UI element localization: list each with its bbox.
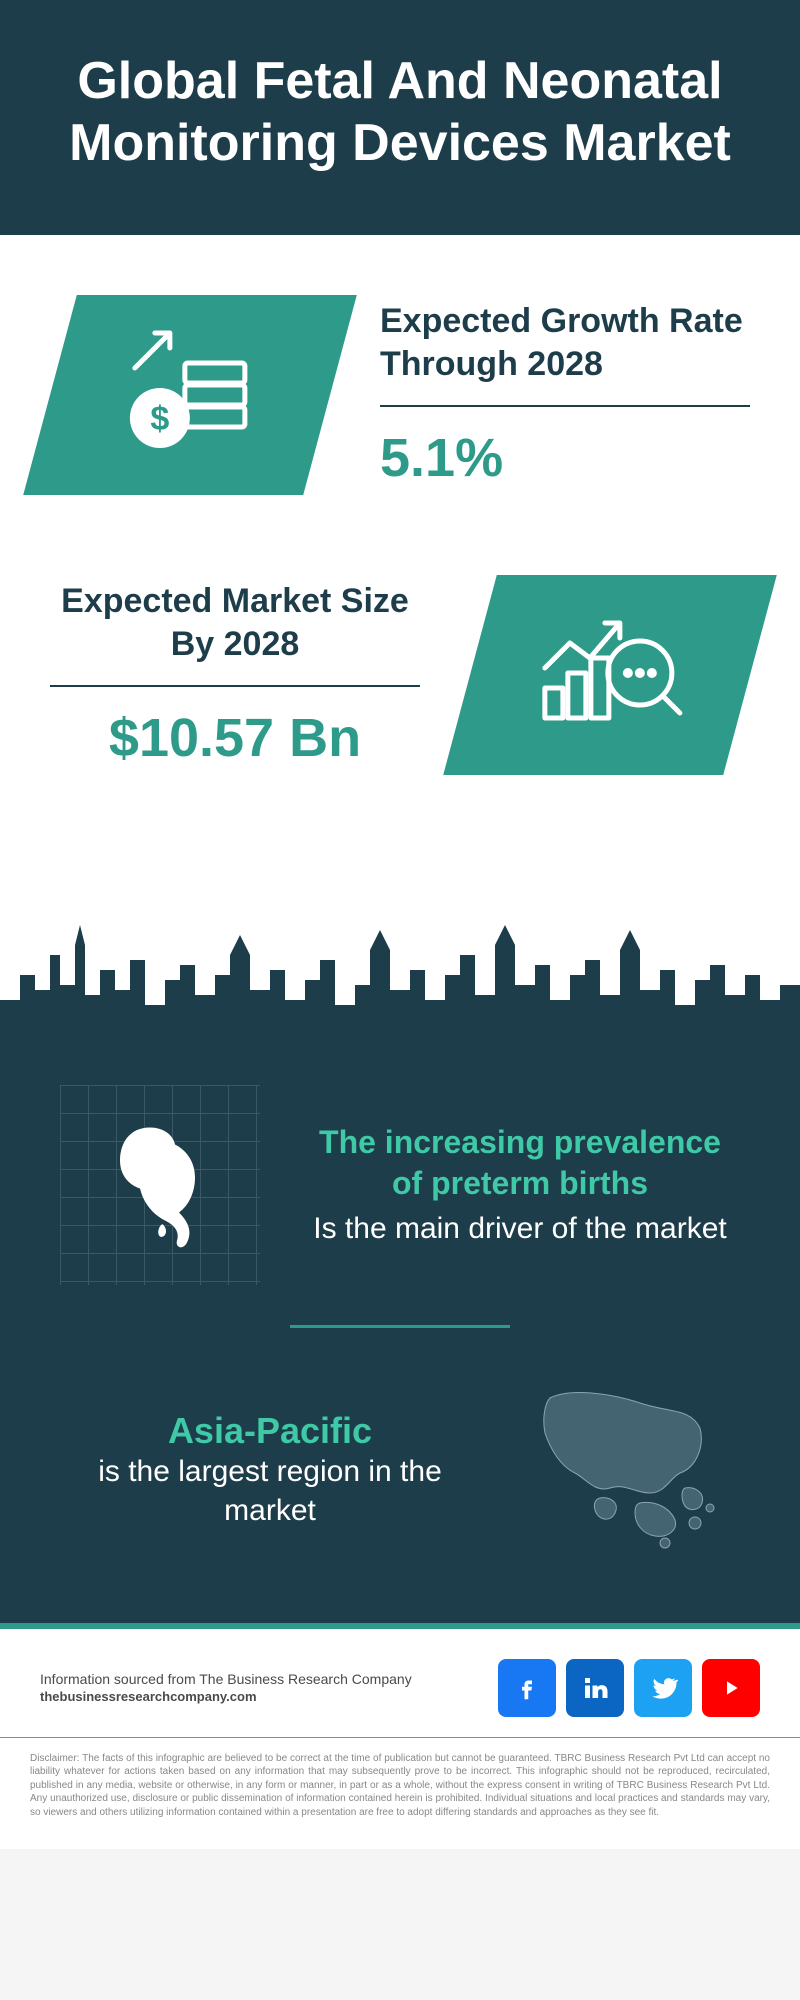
section-separator bbox=[290, 1325, 510, 1328]
chart-magnifier-icon bbox=[530, 602, 690, 747]
stat-row-growth: $ Expected Growth Rate Through 2028 5.1% bbox=[50, 295, 750, 495]
driver-sub: Is the main driver of the market bbox=[300, 1209, 740, 1248]
facebook-icon[interactable] bbox=[498, 1659, 556, 1717]
growth-label: Expected Growth Rate Through 2028 bbox=[380, 300, 750, 385]
twitter-icon[interactable] bbox=[634, 1659, 692, 1717]
divider bbox=[50, 685, 420, 687]
growth-stat-block: Expected Growth Rate Through 2028 5.1% bbox=[380, 300, 750, 489]
growth-icon-box: $ bbox=[23, 295, 357, 495]
size-icon-box bbox=[443, 575, 777, 775]
size-value: $10.57 Bn bbox=[50, 707, 420, 769]
insights-section: The increasing prevalence of preterm bir… bbox=[0, 1045, 800, 1623]
divider bbox=[380, 405, 750, 407]
social-icons bbox=[498, 1659, 760, 1717]
asia-pacific-map-icon bbox=[520, 1378, 740, 1563]
driver-text: The increasing prevalence of preterm bir… bbox=[300, 1122, 740, 1248]
driver-row: The increasing prevalence of preterm bir… bbox=[60, 1085, 740, 1285]
disclaimer: Disclaimer: The facts of this infographi… bbox=[0, 1737, 800, 1850]
money-growth-icon: $ bbox=[115, 322, 265, 467]
region-text: Asia-Pacific is the largest region in th… bbox=[60, 1410, 480, 1530]
header: Global Fetal And Neonatal Monitoring Dev… bbox=[0, 0, 800, 235]
infographic: Global Fetal And Neonatal Monitoring Dev… bbox=[0, 0, 800, 1849]
svg-text:$: $ bbox=[151, 399, 170, 437]
fetus-icon bbox=[95, 1112, 225, 1257]
linkedin-icon[interactable] bbox=[566, 1659, 624, 1717]
main-title: Global Fetal And Neonatal Monitoring Dev… bbox=[40, 50, 760, 175]
size-stat-block: Expected Market Size By 2028 $10.57 Bn bbox=[50, 580, 420, 769]
region-sub: is the largest region in the market bbox=[60, 1452, 480, 1530]
youtube-icon[interactable] bbox=[702, 1659, 760, 1717]
footer-text: Information sourced from The Business Re… bbox=[40, 1671, 478, 1704]
growth-value: 5.1% bbox=[380, 427, 750, 489]
stat-row-size: Expected Market Size By 2028 $10.57 Bn bbox=[50, 575, 750, 775]
skyline-divider bbox=[0, 915, 800, 1045]
region-highlight: Asia-Pacific bbox=[60, 1410, 480, 1452]
stats-section: $ Expected Growth Rate Through 2028 5.1%… bbox=[0, 235, 800, 915]
footer: Information sourced from The Business Re… bbox=[0, 1623, 800, 1737]
driver-highlight: The increasing prevalence of preterm bir… bbox=[300, 1122, 740, 1205]
source-line: Information sourced from The Business Re… bbox=[40, 1671, 478, 1687]
region-row: Asia-Pacific is the largest region in th… bbox=[60, 1378, 740, 1563]
source-url: thebusinessresearchcompany.com bbox=[40, 1689, 478, 1704]
size-label: Expected Market Size By 2028 bbox=[50, 580, 420, 665]
fetus-graphic bbox=[60, 1085, 260, 1285]
